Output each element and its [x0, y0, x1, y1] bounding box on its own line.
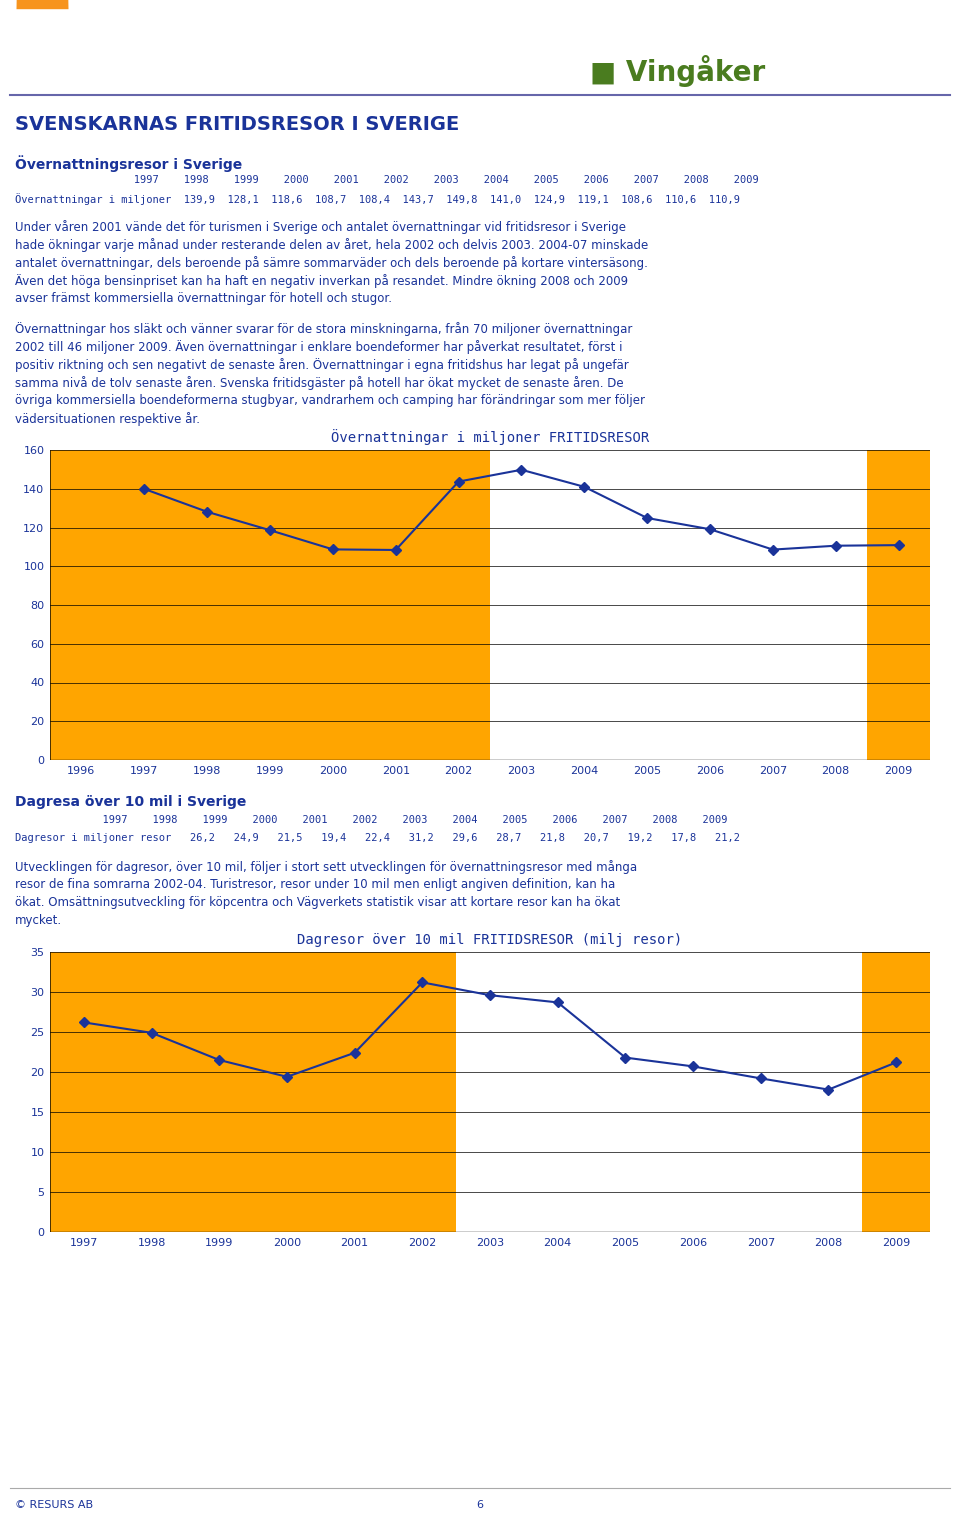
Text: Utvecklingen för dagresor, över 10 mil, följer i stort sett utvecklingen för öve: Utvecklingen för dagresor, över 10 mil, … [15, 861, 637, 874]
Text: 2002 till 46 miljoner 2009. Även övernattningar i enklare boendeformer har påver: 2002 till 46 miljoner 2009. Även övernat… [15, 340, 622, 354]
Text: Övernattningsresor i Sverige: Övernattningsresor i Sverige [15, 156, 242, 172]
Text: Övernattningar hos släkt och vänner svarar för de stora minskningarna, från 70 m: Övernattningar hos släkt och vänner svar… [15, 322, 633, 336]
Text: positiv riktning och sen negativt de senaste åren. Övernattningar i egna fritids: positiv riktning och sen negativt de sen… [15, 359, 629, 372]
Text: ökat. Omsättningsutveckling för köpcentra och Vägverkets statistik visar att kor: ökat. Omsättningsutveckling för köpcentr… [15, 896, 620, 909]
Text: 1997    1998    1999    2000    2001    2002    2003    2004    2005    2006    : 1997 1998 1999 2000 2001 2002 2003 2004 … [15, 175, 758, 185]
Text: mycket.: mycket. [15, 914, 62, 926]
Title: Övernattningar i miljoner FRITIDSRESOR: Övernattningar i miljoner FRITIDSRESOR [331, 429, 649, 444]
Text: Även det höga bensinpriset kan ha haft en negativ inverkan på resandet. Mindre ö: Även det höga bensinpriset kan ha haft e… [15, 275, 628, 288]
Text: samma nivå de tolv senaste åren. Svenska fritidsgäster på hotell har ökat mycket: samma nivå de tolv senaste åren. Svenska… [15, 375, 624, 391]
Text: Dagresa över 10 mil i Sverige: Dagresa över 10 mil i Sverige [15, 795, 247, 809]
Text: Dagresor i miljoner resor   26,2   24,9   21,5   19,4   22,4   31,2   29,6   28,: Dagresor i miljoner resor 26,2 24,9 21,5… [15, 833, 740, 842]
Text: Övernattningar i miljoner  139,9  128,1  118,6  108,7  108,4  143,7  149,8  141,: Övernattningar i miljoner 139,9 128,1 11… [15, 192, 740, 204]
Text: antalet övernattningar, dels beroende på sämre sommarväder och dels beroende på : antalet övernattningar, dels beroende på… [15, 256, 648, 270]
Text: 6: 6 [476, 1500, 484, 1511]
Polygon shape [16, 0, 68, 9]
Text: resor de fina somrarna 2002-04. Turistresor, resor under 10 mil men enligt angiv: resor de fina somrarna 2002-04. Turistre… [15, 877, 615, 891]
Bar [50, 450, 490, 760]
Text: ■ Vingåker: ■ Vingåker [590, 55, 765, 87]
Bar [50, 952, 456, 1231]
Bar [867, 450, 930, 760]
Text: övriga kommersiella boendeformerna stugbyar, vandrarhem och camping har förändri: övriga kommersiella boendeformerna stugb… [15, 394, 645, 407]
Text: avser främst kommersiella övernattningar för hotell och stugor.: avser främst kommersiella övernattningar… [15, 291, 392, 305]
Text: hade ökningar varje månad under resterande delen av året, hela 2002 och delvis 2: hade ökningar varje månad under resteran… [15, 238, 648, 252]
Text: SVENSKARNAS FRITIDSRESOR I SVERIGE: SVENSKARNAS FRITIDSRESOR I SVERIGE [15, 114, 459, 134]
Text: vädersituationen respektive år.: vädersituationen respektive år. [15, 412, 200, 426]
Text: 1997    1998    1999    2000    2001    2002    2003    2004    2005    2006    : 1997 1998 1999 2000 2001 2002 2003 2004 … [15, 815, 728, 826]
Bar [862, 952, 930, 1231]
Text: © RESURS AB: © RESURS AB [15, 1500, 93, 1511]
Text: Under våren 2001 vände det för turismen i Sverige och antalet övernattningar vid: Under våren 2001 vände det för turismen … [15, 220, 626, 233]
Title: Dagresor över 10 mil FRITIDSRESOR (milj resor): Dagresor över 10 mil FRITIDSRESOR (milj … [298, 932, 683, 946]
